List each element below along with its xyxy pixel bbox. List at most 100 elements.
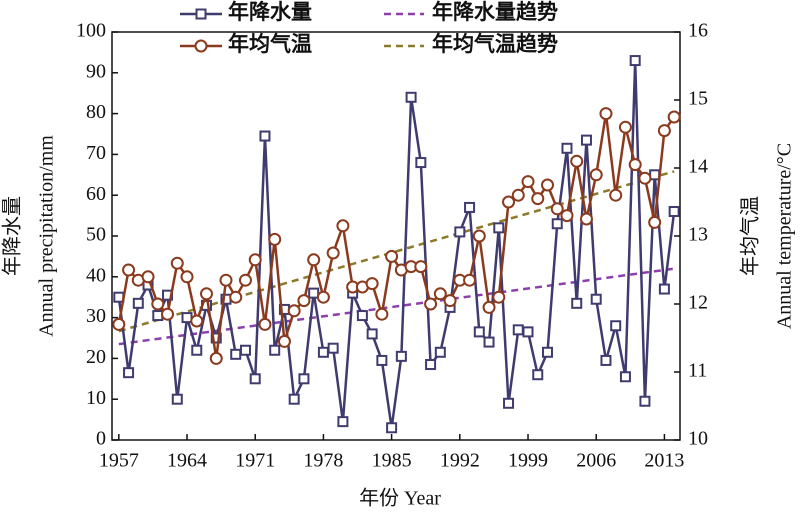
data-point	[395, 350, 407, 362]
data-point	[248, 253, 262, 267]
data-point	[649, 169, 661, 181]
data-point	[618, 120, 632, 134]
data-point	[511, 188, 525, 202]
y2-axis-label: Annual temperature/°C	[774, 143, 796, 329]
data-point	[424, 297, 438, 311]
data-point	[522, 326, 534, 338]
data-point	[502, 195, 516, 209]
data-point	[521, 175, 535, 189]
data-point	[269, 344, 281, 356]
data-point	[629, 55, 641, 67]
legend-marker	[194, 39, 208, 53]
data-point	[277, 334, 291, 348]
data-point	[415, 157, 427, 169]
x-tick-label: 1992	[440, 450, 480, 472]
data-point	[667, 110, 681, 124]
data-point	[238, 273, 252, 287]
data-point	[560, 209, 574, 223]
data-point	[239, 344, 251, 356]
data-point	[375, 307, 389, 321]
data-point	[288, 393, 300, 405]
data-point	[249, 373, 261, 385]
series-line	[117, 113, 676, 359]
x-tick-label: 1999	[508, 450, 548, 472]
data-point	[230, 348, 242, 360]
data-point	[210, 332, 222, 344]
data-point	[297, 294, 311, 308]
data-point	[229, 290, 243, 304]
data-point	[512, 324, 524, 336]
data-point	[200, 287, 214, 301]
data-point	[190, 314, 204, 328]
legend-marker	[195, 8, 207, 20]
data-point	[316, 290, 330, 304]
data-point	[590, 293, 602, 305]
data-point	[609, 188, 623, 202]
data-point	[366, 328, 378, 340]
data-point	[376, 354, 388, 366]
trend-line	[118, 267, 675, 346]
data-point	[258, 317, 272, 331]
data-point	[433, 287, 447, 301]
data-point	[171, 393, 183, 405]
data-point	[112, 317, 126, 331]
data-point	[658, 283, 670, 295]
data-point	[472, 229, 486, 243]
y2-tick-label: 12	[688, 292, 708, 314]
data-point	[599, 107, 613, 121]
data-point	[434, 346, 446, 358]
y-tick-label: 90	[86, 60, 106, 82]
data-point	[443, 294, 457, 308]
data-point	[580, 134, 592, 146]
data-point	[600, 354, 612, 366]
y2-tick-label: 13	[688, 224, 708, 246]
y-tick-label: 20	[86, 346, 106, 368]
data-point	[492, 290, 506, 304]
data-point	[161, 307, 175, 321]
data-point	[191, 344, 203, 356]
data-point	[414, 260, 428, 274]
y2-tick-label: 15	[688, 88, 708, 110]
data-point	[152, 310, 164, 322]
data-point	[317, 346, 329, 358]
y-tick-label: 0	[96, 428, 106, 450]
y-tick-label: 30	[86, 305, 106, 327]
x-axis-label: 年份 Year	[359, 487, 441, 510]
data-point	[561, 142, 573, 154]
data-point	[336, 219, 350, 233]
data-point	[307, 253, 321, 267]
data-point	[464, 201, 476, 213]
legend-label: 年均气温趋势	[432, 32, 558, 56]
data-point	[482, 300, 496, 314]
data-point	[463, 273, 477, 287]
data-point	[122, 263, 136, 277]
data-point	[619, 371, 631, 383]
data-point	[386, 422, 398, 434]
series-line	[117, 60, 676, 428]
data-point	[337, 416, 349, 428]
y-tick-label: 50	[86, 224, 106, 246]
data-point	[180, 270, 194, 284]
y2-tick-label: 16	[688, 20, 708, 42]
data-point	[579, 212, 593, 226]
data-point	[123, 367, 135, 379]
legend-label: 年均气温	[228, 32, 312, 56]
x-tick-label: 1957	[99, 450, 139, 472]
data-point	[405, 91, 417, 103]
data-point	[425, 359, 437, 371]
x-tick-label: 1985	[372, 450, 412, 472]
data-point	[356, 310, 368, 322]
y-axis-label: 年降水量	[1, 196, 24, 276]
data-point	[483, 336, 495, 348]
data-point	[298, 373, 310, 385]
data-point	[473, 326, 485, 338]
x-tick-label: 2013	[644, 450, 684, 472]
x-tick-label: 1971	[235, 450, 275, 472]
data-point	[551, 218, 563, 230]
data-point	[259, 130, 271, 142]
data-point	[170, 256, 184, 270]
data-point	[385, 249, 399, 263]
y-tick-label: 40	[86, 264, 106, 286]
data-point	[287, 304, 301, 318]
